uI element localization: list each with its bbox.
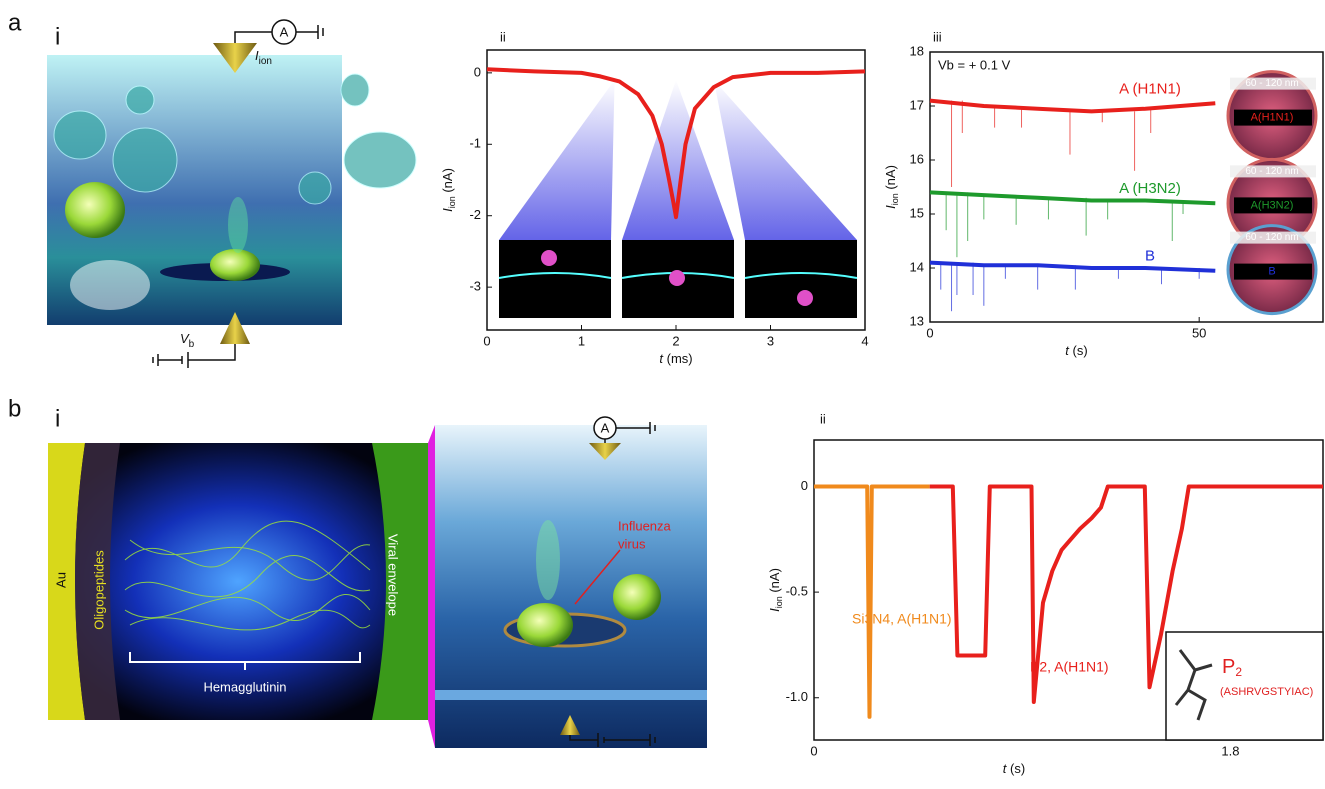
- y-tick-label: 17: [910, 97, 924, 112]
- panel-label: ii: [500, 29, 506, 44]
- trace: [814, 487, 930, 717]
- label-sub: 2: [1235, 665, 1242, 679]
- y-tick-label: 18: [910, 43, 924, 58]
- y-tick-label: -3: [469, 279, 481, 294]
- size-label: 60 - 120 nm: [1245, 78, 1298, 89]
- x-tick-label: 0: [926, 325, 933, 340]
- ammeter-label: A: [601, 420, 610, 435]
- label-unit: (nA): [767, 568, 782, 596]
- illustration-b-i: i A Au Oligopeptides Viral e: [48, 405, 707, 748]
- y-tick-label: -0.5: [786, 584, 808, 599]
- hemagglutinin-label: Hemagglutinin: [203, 679, 286, 694]
- series-label: B: [1145, 248, 1155, 265]
- glow: [536, 520, 560, 600]
- glow: [70, 260, 150, 310]
- panel-label: i: [55, 405, 60, 432]
- label-unit: (nA): [883, 165, 898, 193]
- series-label: A (H1N1): [1119, 80, 1181, 97]
- panel-letter: b: [8, 395, 21, 422]
- zoom-fan: [499, 80, 615, 240]
- x-tick-label: 2: [672, 333, 679, 348]
- virus: [210, 249, 260, 281]
- bias-label: Vb: [180, 331, 195, 349]
- label-sub: ion: [447, 196, 457, 208]
- envelope-label: Viral envelope: [386, 534, 401, 616]
- x-tick-label: 1.8: [1221, 743, 1239, 758]
- series-label: A (H3N2): [1119, 180, 1181, 197]
- y-tick-label: 0: [474, 64, 481, 79]
- virus-label: Influenza: [618, 518, 672, 533]
- series-label: P2, A(H1N1): [1030, 659, 1109, 675]
- virus: [517, 603, 573, 647]
- axis-label: t (s): [1065, 343, 1087, 358]
- snapshot-virus: [541, 250, 557, 266]
- x-tick-label: 4: [861, 333, 868, 348]
- label-unit: (ms): [663, 351, 693, 366]
- virus-label: virus: [618, 536, 646, 551]
- label-unit: (s): [1006, 761, 1025, 776]
- label-sub: ion: [774, 596, 784, 608]
- illustration-a-i: i A: [47, 20, 416, 368]
- y-tick-label: -1.0: [786, 689, 808, 704]
- panel-label: ii: [820, 411, 826, 426]
- x-tick-label: 0: [483, 333, 490, 348]
- size-label: 60 - 120 nm: [1245, 166, 1298, 177]
- label-unit: (nA): [440, 168, 455, 196]
- virus: [613, 574, 661, 620]
- y-tick-label: 15: [910, 205, 924, 220]
- axis-label: t (s): [1003, 761, 1025, 776]
- chart: ii 0 -1 -2 -3 0 1 2 3 4 t (ms) Iion (nA): [440, 29, 868, 366]
- label-sub: b: [189, 339, 195, 350]
- au-label: Au: [53, 572, 68, 588]
- y-tick-label: 0: [801, 478, 808, 493]
- y-tick-label: -2: [469, 207, 481, 222]
- panel-label: iii: [933, 29, 942, 44]
- figure: a b i A i: [0, 0, 1325, 789]
- panel-label: i: [55, 23, 60, 50]
- axis-label: Iion (nA): [767, 568, 784, 612]
- size-label: 60 - 120 nm: [1245, 232, 1298, 243]
- snapshot-virus: [797, 290, 813, 306]
- inset-sequence: (ASHRVGSTYIAC): [1220, 686, 1313, 698]
- y-tick-label: 13: [910, 313, 924, 328]
- axis-label: Iion (nA): [440, 168, 457, 212]
- ammeter-label: A: [280, 24, 289, 39]
- snapshot: [499, 240, 611, 318]
- label-main: P: [1222, 656, 1235, 678]
- glow: [228, 197, 248, 253]
- virus: [65, 182, 125, 238]
- x-tick-label: 0: [810, 743, 817, 758]
- axis-label: t (ms): [659, 351, 692, 366]
- membrane: [435, 690, 707, 700]
- x-tick-label: 1: [578, 333, 585, 348]
- y-tick-label: 16: [910, 151, 924, 166]
- x-tick-label: 50: [1192, 325, 1206, 340]
- snapshot-virus: [669, 270, 685, 286]
- inset-label: A(H3N2): [1251, 199, 1294, 211]
- snapshot: [745, 240, 857, 318]
- annotation: Vb = + 0.1 V: [938, 57, 1011, 72]
- axis-label: Iion (nA): [883, 165, 900, 209]
- trace: [930, 101, 1215, 112]
- y-tick-label: -1: [469, 136, 481, 151]
- label-sub: ion: [259, 56, 272, 67]
- panel-letter: a: [8, 9, 22, 36]
- x-tick-label: 3: [767, 333, 774, 348]
- inset-label: A(H1N1): [1251, 112, 1294, 124]
- y-tick-label: 14: [910, 259, 924, 274]
- zoom-fan: [714, 80, 857, 240]
- oligopeptides-label: Oligopeptides: [91, 550, 106, 630]
- chart: iii 13 14 15 16 17 18 0 50 t (s) Iion (nA) Vb = + 0…: [883, 29, 1323, 358]
- label-unit: (s): [1069, 343, 1088, 358]
- inset-label: B: [1268, 266, 1275, 278]
- label-sub: ion: [890, 193, 900, 205]
